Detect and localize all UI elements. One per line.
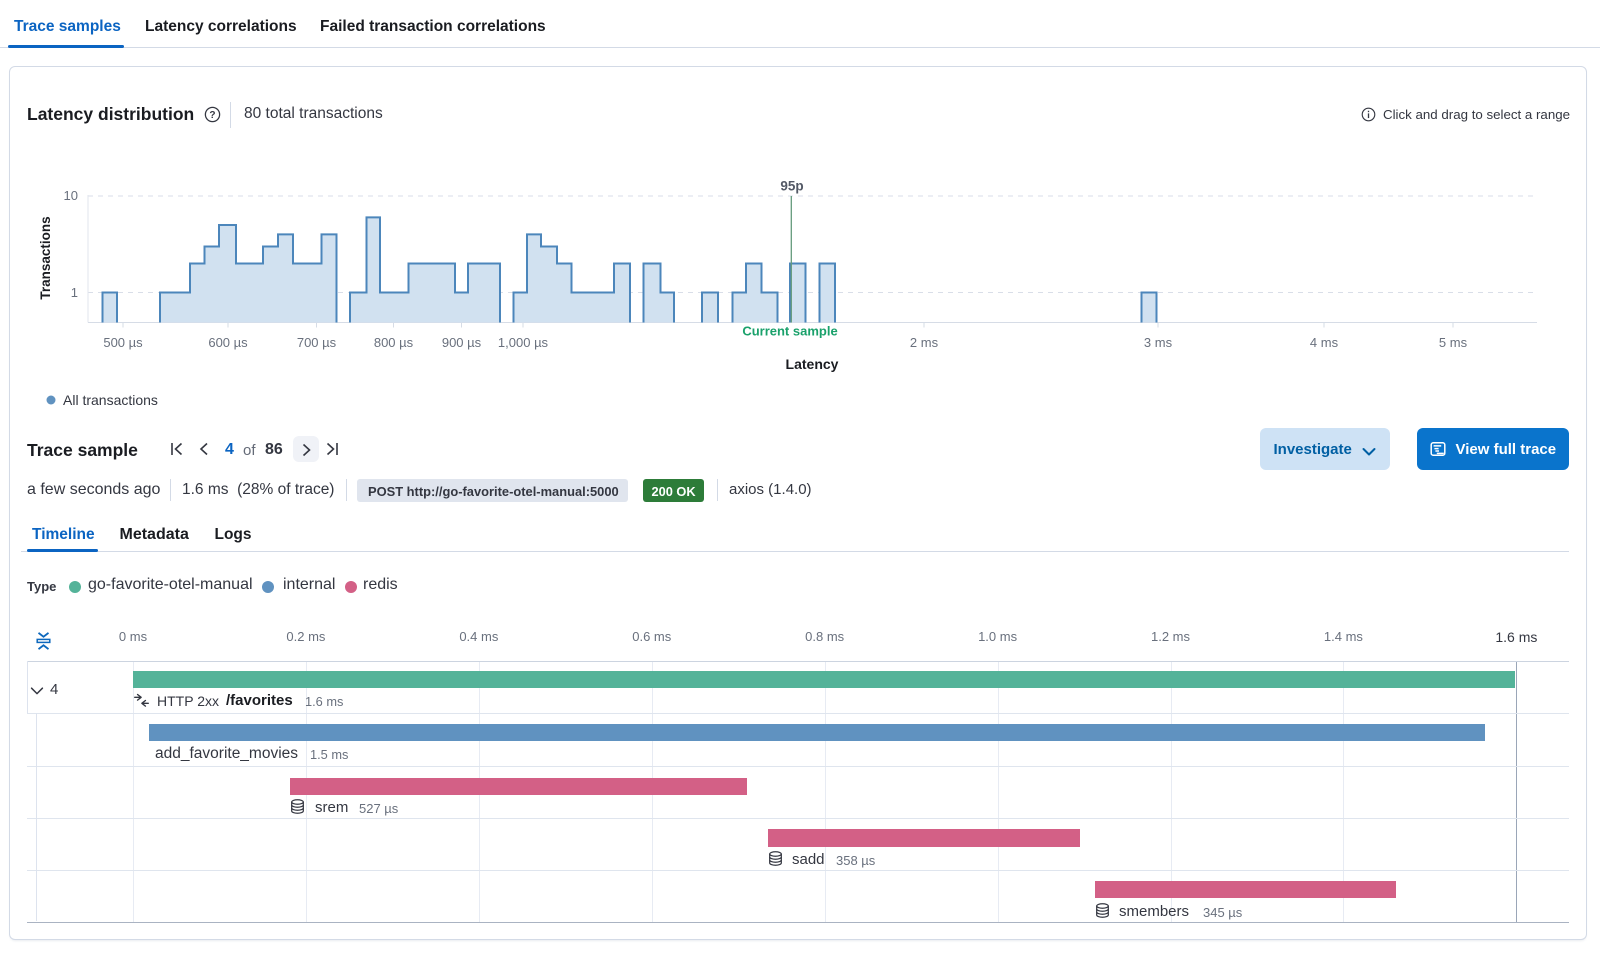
svg-text:500 µs: 500 µs [103, 335, 143, 350]
svg-text:All transactions: All transactions [63, 392, 158, 408]
svg-text:800 µs: 800 µs [374, 335, 414, 350]
svg-text:4 ms: 4 ms [1310, 335, 1339, 350]
svg-text:900 µs: 900 µs [442, 335, 482, 350]
svg-text:1,000 µs: 1,000 µs [498, 335, 549, 350]
svg-text:Current sample: Current sample [742, 324, 837, 339]
svg-text:Latency: Latency [786, 356, 839, 372]
svg-text:5 ms: 5 ms [1439, 335, 1468, 350]
svg-text:600 µs: 600 µs [208, 335, 248, 350]
svg-text:3 ms: 3 ms [1144, 335, 1173, 350]
svg-text:10: 10 [64, 188, 78, 203]
svg-text:1: 1 [71, 285, 78, 300]
svg-text:2 ms: 2 ms [910, 335, 939, 350]
svg-text:95p: 95p [780, 179, 803, 194]
svg-text:?: ? [209, 110, 215, 121]
svg-text:Transactions: Transactions [38, 216, 53, 299]
svg-text:700 µs: 700 µs [297, 335, 337, 350]
